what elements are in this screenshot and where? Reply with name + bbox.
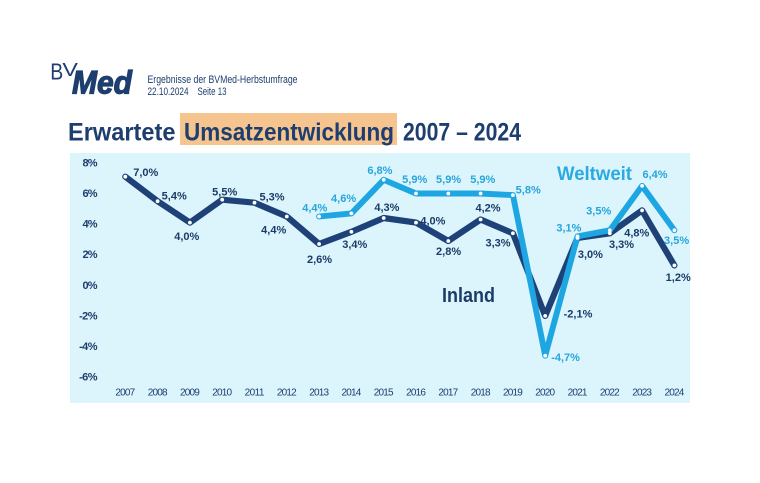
svg-text:5,9%: 5,9% — [436, 174, 461, 186]
svg-text:2008: 2008 — [148, 387, 168, 398]
svg-text:2015: 2015 — [374, 387, 394, 398]
svg-text:6%: 6% — [83, 188, 98, 200]
svg-text:2021: 2021 — [568, 387, 588, 398]
svg-text:3,0%: 3,0% — [578, 249, 603, 261]
svg-text:3,3%: 3,3% — [485, 238, 510, 250]
svg-text:Erwartete: Erwartete — [68, 119, 176, 147]
svg-text:2,6%: 2,6% — [307, 254, 332, 266]
svg-text:Inland: Inland — [442, 284, 495, 307]
svg-text:5,4%: 5,4% — [162, 191, 187, 203]
svg-text:-2%: -2% — [79, 310, 98, 322]
svg-text:Umsatzentwicklung: Umsatzentwicklung — [184, 119, 394, 147]
svg-text:2024: 2024 — [665, 387, 685, 398]
svg-text:2022: 2022 — [600, 387, 620, 398]
svg-text:2,8%: 2,8% — [436, 246, 461, 258]
svg-text:4,4%: 4,4% — [261, 225, 286, 237]
svg-text:4,2%: 4,2% — [475, 203, 500, 215]
svg-text:-2,1%: -2,1% — [564, 308, 593, 320]
svg-text:V: V — [62, 59, 78, 80]
svg-text:3,1%: 3,1% — [556, 223, 581, 235]
svg-text:6,4%: 6,4% — [642, 169, 667, 181]
svg-text:-4%: -4% — [79, 341, 98, 353]
svg-text:Seite 13: Seite 13 — [198, 86, 227, 98]
svg-text:Weltweit: Weltweit — [557, 164, 633, 185]
svg-text:B: B — [50, 58, 63, 84]
svg-text:4,0%: 4,0% — [420, 216, 445, 228]
svg-text:5,9%: 5,9% — [470, 174, 495, 186]
svg-text:0%: 0% — [83, 280, 98, 292]
svg-text:-4,7%: -4,7% — [551, 352, 580, 364]
svg-text:2018: 2018 — [471, 387, 491, 398]
svg-text:-6%: -6% — [79, 372, 98, 384]
svg-text:7,0%: 7,0% — [133, 167, 158, 179]
svg-text:22.10.2024: 22.10.2024 — [148, 86, 189, 98]
svg-text:2%: 2% — [83, 249, 98, 261]
svg-text:2007: 2007 — [115, 387, 135, 398]
svg-text:2013: 2013 — [309, 387, 329, 398]
svg-text:3,5%: 3,5% — [664, 235, 689, 247]
svg-text:4,6%: 4,6% — [331, 193, 356, 205]
svg-text:4,4%: 4,4% — [302, 202, 327, 214]
svg-text:2011: 2011 — [245, 387, 265, 398]
svg-text:1,2%: 1,2% — [666, 272, 691, 284]
svg-text:2009: 2009 — [180, 387, 200, 398]
svg-text:8%: 8% — [83, 157, 98, 169]
svg-text:4,3%: 4,3% — [374, 202, 399, 214]
svg-text:Ergebnisse der BVMed-Herbstumf: Ergebnisse der BVMed-Herbstumfrage — [148, 74, 298, 86]
svg-text:2017: 2017 — [438, 387, 458, 398]
svg-text:2014: 2014 — [342, 387, 362, 398]
svg-text:5,5%: 5,5% — [212, 187, 237, 199]
svg-text:2023: 2023 — [632, 387, 652, 398]
svg-text:4,8%: 4,8% — [624, 228, 649, 240]
svg-text:5,9%: 5,9% — [402, 174, 427, 186]
svg-text:2010: 2010 — [212, 387, 232, 398]
svg-text:2012: 2012 — [277, 387, 297, 398]
svg-text:2007 – 2024: 2007 – 2024 — [403, 119, 521, 147]
svg-text:5,8%: 5,8% — [516, 184, 541, 196]
svg-text:3,4%: 3,4% — [342, 239, 367, 251]
svg-text:4%: 4% — [83, 219, 98, 231]
svg-text:2020: 2020 — [535, 387, 555, 398]
svg-text:5,3%: 5,3% — [259, 191, 284, 203]
svg-text:6,8%: 6,8% — [367, 165, 392, 177]
svg-text:3,5%: 3,5% — [586, 206, 611, 218]
svg-text:3,3%: 3,3% — [609, 239, 634, 251]
svg-text:4,0%: 4,0% — [174, 231, 199, 243]
svg-text:2019: 2019 — [503, 387, 523, 398]
svg-text:Med: Med — [72, 65, 133, 101]
svg-text:2016: 2016 — [406, 387, 426, 398]
